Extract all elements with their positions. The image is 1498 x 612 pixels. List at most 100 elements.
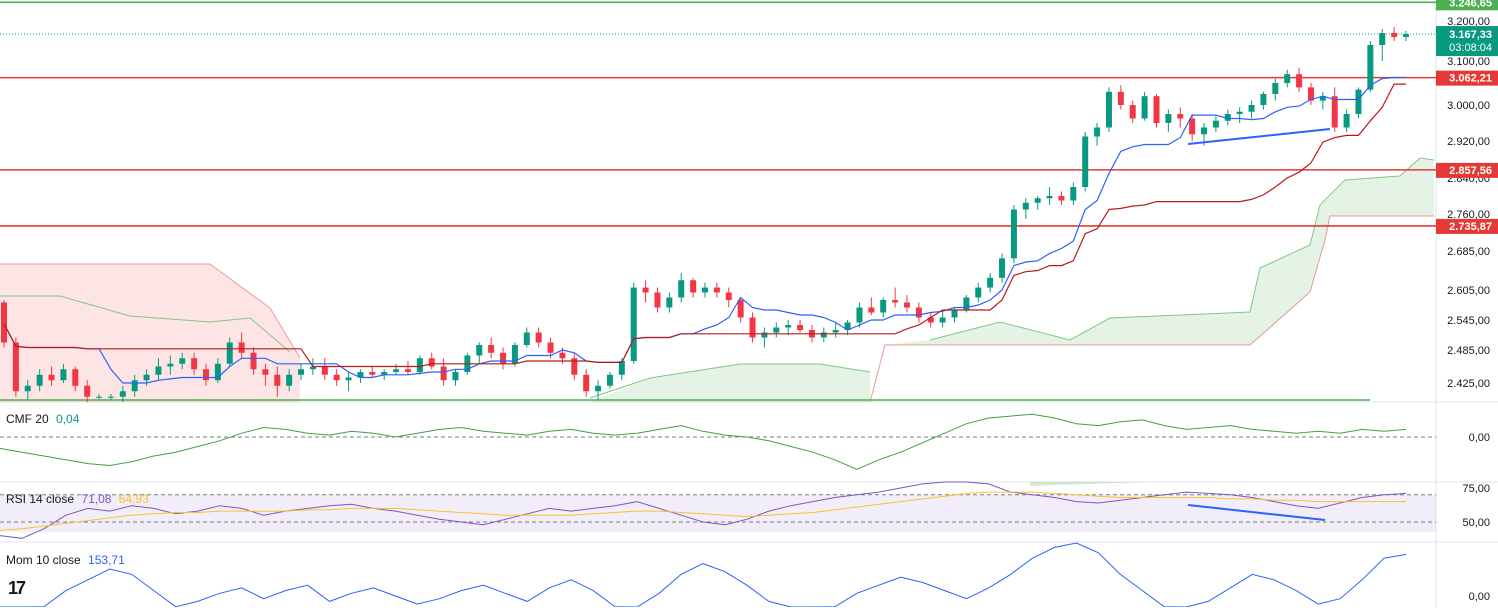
kumo-span-a-mid: [589, 363, 871, 399]
countdown-label: 03:08:04: [1449, 42, 1492, 54]
candle-body: [1094, 127, 1101, 137]
level-badge-label-2: 2.857,56: [1449, 165, 1492, 177]
candle-body: [737, 300, 744, 318]
candle-body: [1236, 111, 1243, 114]
candle-body: [1224, 114, 1231, 121]
cmf-line: [0, 413, 1407, 470]
candle-body: [24, 385, 31, 392]
level-badge-label-3: 2.735,87: [1449, 221, 1492, 233]
candle-body: [690, 280, 697, 293]
candle-body: [167, 363, 174, 367]
rsi-tick-label: 75,00: [1462, 483, 1490, 495]
candle-body: [428, 358, 435, 367]
candle-body: [1284, 74, 1291, 83]
candle-body: [1129, 105, 1136, 119]
candle-body: [226, 342, 233, 364]
candle-body: [1141, 96, 1148, 119]
candle-body: [191, 358, 198, 370]
candle-body: [274, 374, 281, 386]
price-tick-label: 2.545,00: [1447, 315, 1490, 327]
candle-body: [1391, 33, 1398, 37]
candle-body: [333, 374, 340, 381]
rsi-tick-label: 50,00: [1462, 517, 1490, 529]
candle-body: [725, 292, 732, 300]
candle-body: [1248, 105, 1255, 112]
candle-body: [1010, 209, 1017, 259]
candle-body: [523, 332, 530, 345]
candle-body: [1105, 91, 1112, 128]
candle-body: [892, 300, 899, 303]
level-badge-label-1: 3.062,21: [1449, 73, 1492, 85]
candle-body: [476, 345, 483, 356]
candle-body: [60, 369, 67, 381]
tradingview-logo[interactable]: 17: [8, 578, 26, 598]
candle-body: [678, 280, 685, 298]
candle-body: [1379, 33, 1386, 45]
level-badge-1: [1436, 70, 1498, 86]
level-badge-2: [1436, 162, 1498, 178]
mom-legend: Mom 10 close 153,71: [6, 553, 129, 567]
candle-body: [939, 317, 946, 323]
candle-body: [702, 287, 708, 293]
candle-body: [345, 377, 352, 381]
candle-body: [36, 374, 43, 386]
candle-body: [1331, 96, 1338, 128]
candle-body: [1022, 202, 1029, 210]
candle-body: [535, 332, 542, 343]
candle-body: [583, 374, 590, 392]
candle-body: [1201, 127, 1208, 135]
candle-body: [357, 372, 364, 378]
candle-body: [915, 307, 922, 318]
tenkan-line: [3, 76, 1406, 384]
rsi-line: [0, 481, 1407, 539]
candle-body: [975, 287, 982, 298]
candle-body: [963, 297, 970, 310]
current-price-badge: [1436, 26, 1498, 57]
candle-body: [999, 258, 1006, 278]
candle-body: [880, 300, 887, 313]
candle-body: [630, 287, 637, 361]
candle-body: [1034, 198, 1041, 203]
rsi-legend: RSI 14 close 71,08 64,93: [6, 492, 153, 506]
candle-body: [262, 369, 269, 375]
candle-body: [119, 391, 126, 397]
price-tick-label: 2.685,00: [1447, 246, 1490, 258]
candle-body: [393, 369, 400, 372]
candle-body: [1117, 91, 1124, 105]
candle-body: [666, 297, 673, 308]
candle-body: [749, 317, 756, 338]
candle-body: [321, 366, 328, 375]
candle-body: [107, 396, 114, 398]
candle-body: [48, 374, 55, 381]
candle-body: [452, 372, 459, 381]
candle-body: [1212, 120, 1219, 128]
candle-body: [1046, 196, 1053, 199]
candle-body: [1272, 83, 1279, 94]
cmf-zero-tick: 0,00: [1469, 432, 1490, 444]
rsi-ma-value: 64,93: [118, 492, 149, 506]
candle-body: [844, 322, 851, 330]
candle-body: [381, 372, 388, 375]
candle-body: [1153, 96, 1160, 123]
candle-body: [773, 327, 780, 333]
candle-body: [286, 374, 293, 386]
candle-body: [595, 385, 602, 392]
candle-body: [951, 310, 958, 318]
candle-body: [856, 307, 863, 323]
candle-body: [369, 372, 376, 375]
mom-value: 153,71: [88, 553, 125, 567]
candle-body: [179, 358, 186, 364]
candle-body: [84, 385, 91, 397]
candle-body: [404, 369, 411, 372]
candle-body: [642, 287, 649, 293]
candle-body: [298, 369, 305, 375]
level-badge-0: [1436, 0, 1498, 11]
candle-body: [1319, 96, 1326, 101]
candle-body: [96, 396, 103, 398]
candle-body: [511, 345, 518, 364]
kijun-line: [3, 83, 1406, 368]
price-tick-label: 2.425,00: [1447, 378, 1490, 390]
candle-body: [1082, 136, 1089, 187]
